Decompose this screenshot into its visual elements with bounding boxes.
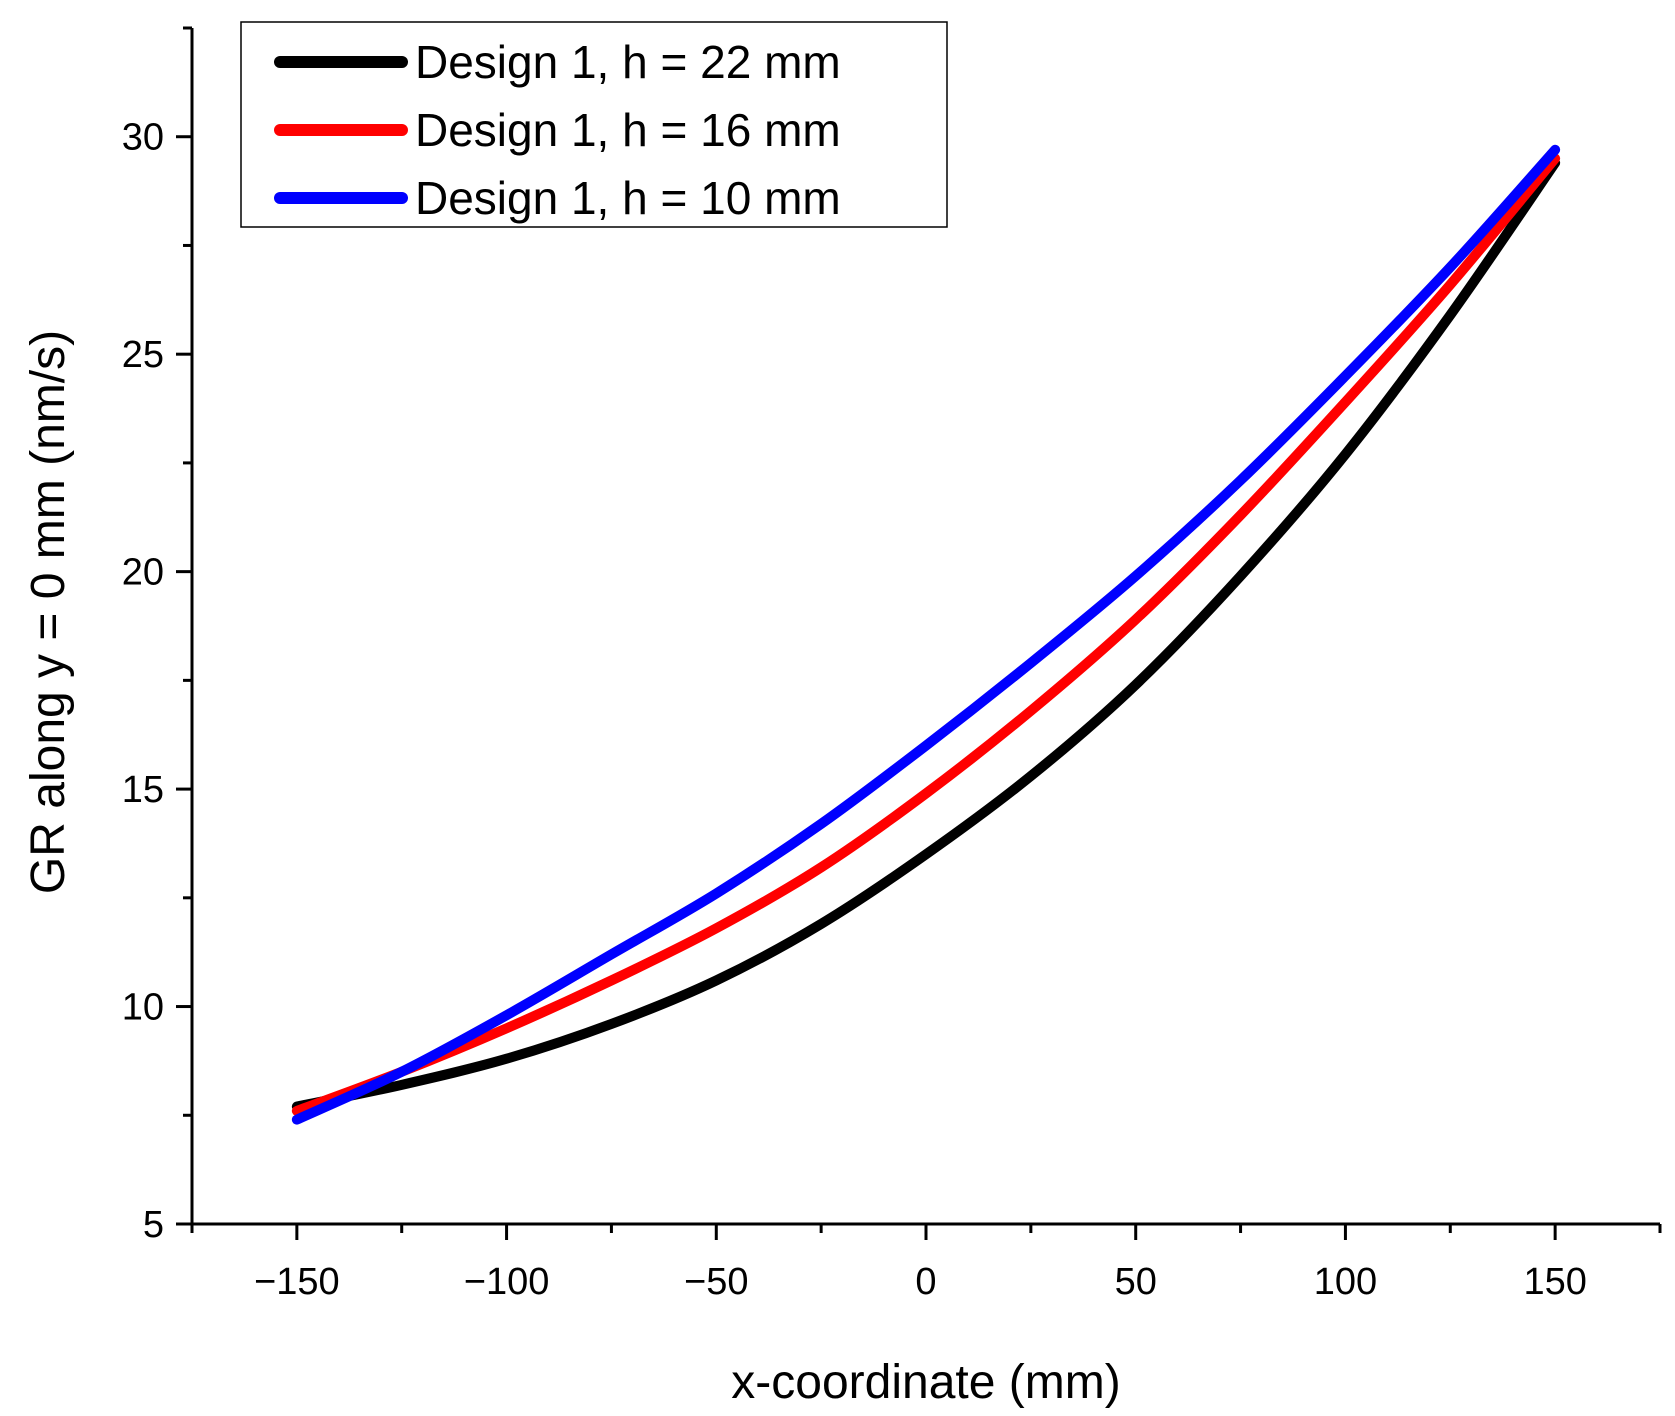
y-tick-label: 30 <box>122 117 164 159</box>
x-tick-label: −100 <box>464 1261 550 1303</box>
legend-label: Design 1, h = 22 mm <box>415 36 841 88</box>
y-tick-label: 10 <box>122 987 164 1029</box>
series-line-2 <box>291 153 1561 1116</box>
legend-item: Design 1, h = 22 mm <box>274 36 841 88</box>
x-tick-label: 50 <box>1115 1261 1157 1303</box>
legend-label: Design 1, h = 16 mm <box>415 104 841 156</box>
y-tick-label: 15 <box>122 769 164 811</box>
x-tick-label: −150 <box>254 1261 340 1303</box>
x-axis-title: x-coordinate (mm) <box>731 1356 1120 1409</box>
legend-label: Design 1, h = 10 mm <box>415 172 841 224</box>
x-tick-label: −50 <box>684 1261 748 1303</box>
series-line-1 <box>291 157 1561 1112</box>
y-tick-label: 25 <box>122 334 164 376</box>
legend: Design 1, h = 22 mm Design 1, h = 16 mm De… <box>240 21 948 228</box>
y-axis-title: GR along y = 0 mm (nm/s) <box>22 330 75 894</box>
legend-items: Design 1, h = 22 mm Design 1, h = 16 mm De… <box>274 36 841 224</box>
y-tick-label: 20 <box>122 552 164 594</box>
x-tick-label: 0 <box>915 1261 936 1303</box>
series-layer <box>291 144 1561 1125</box>
ticks-layer: −150 −100 −50 0 50 100 150 5 10 15 20 25 30 <box>122 26 1662 1303</box>
series-line-3 <box>291 144 1561 1125</box>
legend-item: Design 1, h = 10 mm <box>274 172 841 224</box>
legend-item: Design 1, h = 16 mm <box>274 104 841 156</box>
x-tick-label: 100 <box>1314 1261 1377 1303</box>
y-tick-label: 5 <box>143 1204 164 1246</box>
x-tick-label: 150 <box>1523 1261 1586 1303</box>
